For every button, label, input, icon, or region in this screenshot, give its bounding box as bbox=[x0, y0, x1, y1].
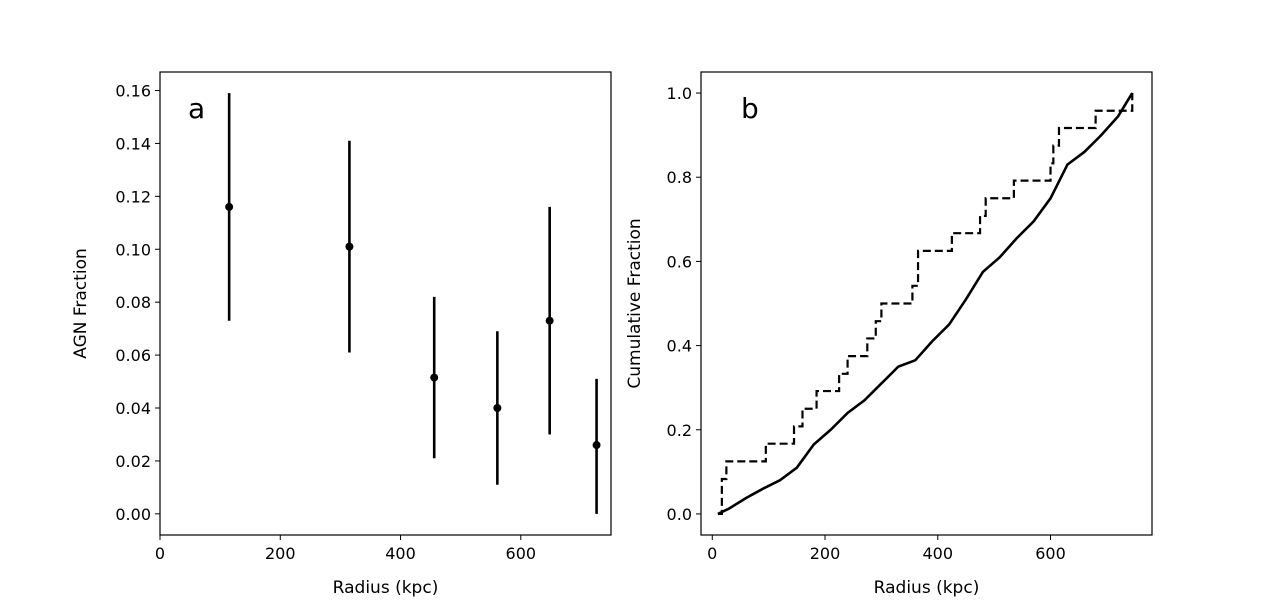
panel-b-y-tick-label: 1.0 bbox=[667, 84, 692, 103]
panel-a-label: a bbox=[188, 92, 205, 125]
panel-b-y-tick-label: 0.0 bbox=[667, 505, 692, 524]
panel-a-marks bbox=[225, 93, 601, 514]
panel-b-x-tick-label: 600 bbox=[1035, 544, 1066, 563]
panel-a-x-tick-label: 200 bbox=[265, 544, 296, 563]
panel-a-y-tick-label: 0.08 bbox=[115, 293, 151, 312]
panel-a-x-tick-label: 600 bbox=[506, 544, 537, 563]
data-point bbox=[493, 404, 502, 413]
panel-b-y-axis-label: Cumulative Fraction bbox=[625, 218, 645, 388]
data-point bbox=[225, 202, 234, 211]
panel-b-frame bbox=[700, 71, 1153, 536]
panel-a-y-tick-label: 0.00 bbox=[115, 505, 151, 524]
panel-a-y-tick-label: 0.06 bbox=[115, 346, 151, 365]
panel-a-frame bbox=[159, 71, 612, 536]
panel-b-ticks: 0 200 400 600 0.0 0.2 0.4 0.6 0.8 1.0 bbox=[667, 84, 1066, 563]
panel-b-x-axis-label: Radius (kpc) bbox=[874, 578, 980, 598]
panel-a-y-tick-label: 0.02 bbox=[115, 452, 151, 471]
data-point bbox=[430, 373, 439, 382]
panel-b-y-tick-label: 0.2 bbox=[667, 421, 692, 440]
solid-cumulative-line bbox=[717, 92, 1134, 516]
panel-a-y-tick-label: 0.04 bbox=[115, 399, 151, 418]
panel-b-y-tick-label: 0.6 bbox=[667, 252, 692, 271]
data-point bbox=[592, 441, 601, 450]
panel-a-x-tick-label: 400 bbox=[385, 544, 416, 563]
panel-a-x-tick-label: 0 bbox=[155, 544, 165, 563]
panel-b-y-tick-label: 0.8 bbox=[667, 168, 692, 187]
dashed-cumulative-line bbox=[717, 93, 1134, 516]
panel-a-ticks: 0 200 400 600 0.00 0.02 0.04 0.06 0.08 0.10 0.12 0.… bbox=[115, 82, 536, 563]
data-point bbox=[545, 316, 554, 325]
panel-a-chart: 0 200 400 600 0.00 0.02 0.04 0.06 0.08 0.10 0.12 0.… bbox=[71, 71, 612, 598]
panel-a-y-tick-label: 0.14 bbox=[115, 134, 151, 153]
panel-a-y-tick-label: 0.12 bbox=[115, 187, 151, 206]
panel-b-label: b bbox=[741, 92, 759, 125]
panel-a-y-tick-label: 0.16 bbox=[115, 82, 151, 101]
panel-a-y-tick-label: 0.10 bbox=[115, 240, 151, 259]
panel-b-x-tick-label: 200 bbox=[810, 544, 841, 563]
data-point bbox=[345, 242, 354, 251]
panel-b-x-tick-label: 400 bbox=[923, 544, 954, 563]
panel-b-y-tick-label: 0.4 bbox=[667, 337, 692, 356]
panel-a-x-axis-label: Radius (kpc) bbox=[333, 578, 439, 598]
panel-b-x-tick-label: 0 bbox=[707, 544, 717, 563]
panel-b-marks bbox=[717, 92, 1134, 516]
panel-a-y-axis-label: AGN Fraction bbox=[71, 248, 91, 358]
panel-b-chart: 0 200 400 600 0.0 0.2 0.4 0.6 0.8 1.0 b Radius (k… bbox=[625, 71, 1153, 598]
